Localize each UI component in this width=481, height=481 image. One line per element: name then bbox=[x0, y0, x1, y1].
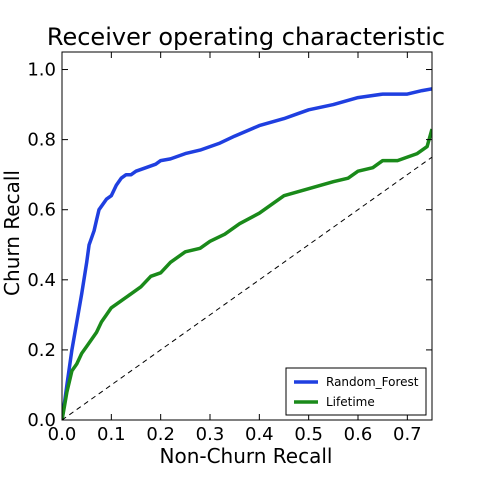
series-line-diagonal bbox=[62, 156, 432, 420]
y-axis-label: Churn Recall bbox=[0, 170, 24, 296]
x-tick-label: 0.2 bbox=[146, 424, 175, 445]
x-tick-label: 0.1 bbox=[97, 424, 126, 445]
ticks-layer: 0.0 0.1 0.2 0.3 0.4 0.5 0.6 0.7 0.0 0.2 0.4 0.6 0.8 1… bbox=[27, 52, 432, 445]
legend-label-random-forest: Random_Forest bbox=[326, 375, 419, 389]
x-tick-label: 0.5 bbox=[294, 424, 323, 445]
y-tick-label: 0.0 bbox=[27, 410, 56, 431]
chart-title: Receiver operating characteristic bbox=[47, 23, 445, 51]
legend-label-lifetime: Lifetime bbox=[326, 395, 375, 409]
series-line-lifetime bbox=[62, 128, 432, 420]
y-tick-label: 1.0 bbox=[27, 60, 56, 81]
x-tick-label: 0.4 bbox=[245, 424, 274, 445]
legend: Random_Forest Lifetime bbox=[285, 367, 427, 416]
series-layer bbox=[62, 87, 432, 420]
plot-background bbox=[62, 52, 432, 420]
x-tick-label: 0.7 bbox=[393, 424, 422, 445]
series-line-random-forest bbox=[62, 87, 432, 420]
plot-frame bbox=[61, 51, 433, 421]
legend-box bbox=[285, 367, 427, 416]
y-tick-label: 0.2 bbox=[27, 340, 56, 361]
x-tick-label: 0.6 bbox=[344, 424, 373, 445]
x-tick-label: 0.3 bbox=[196, 424, 225, 445]
y-tick-label: 0.8 bbox=[27, 130, 56, 151]
plot-area: 0.0 0.1 0.2 0.3 0.4 0.5 0.6 0.7 0.0 0.2 0.4 0.6 0.8 1… bbox=[27, 51, 433, 445]
y-tick-label: 0.6 bbox=[27, 200, 56, 221]
x-axis-label: Non-Churn Recall bbox=[160, 444, 333, 468]
x-tick-label: 0.0 bbox=[48, 424, 77, 445]
y-tick-label: 0.4 bbox=[27, 270, 56, 291]
